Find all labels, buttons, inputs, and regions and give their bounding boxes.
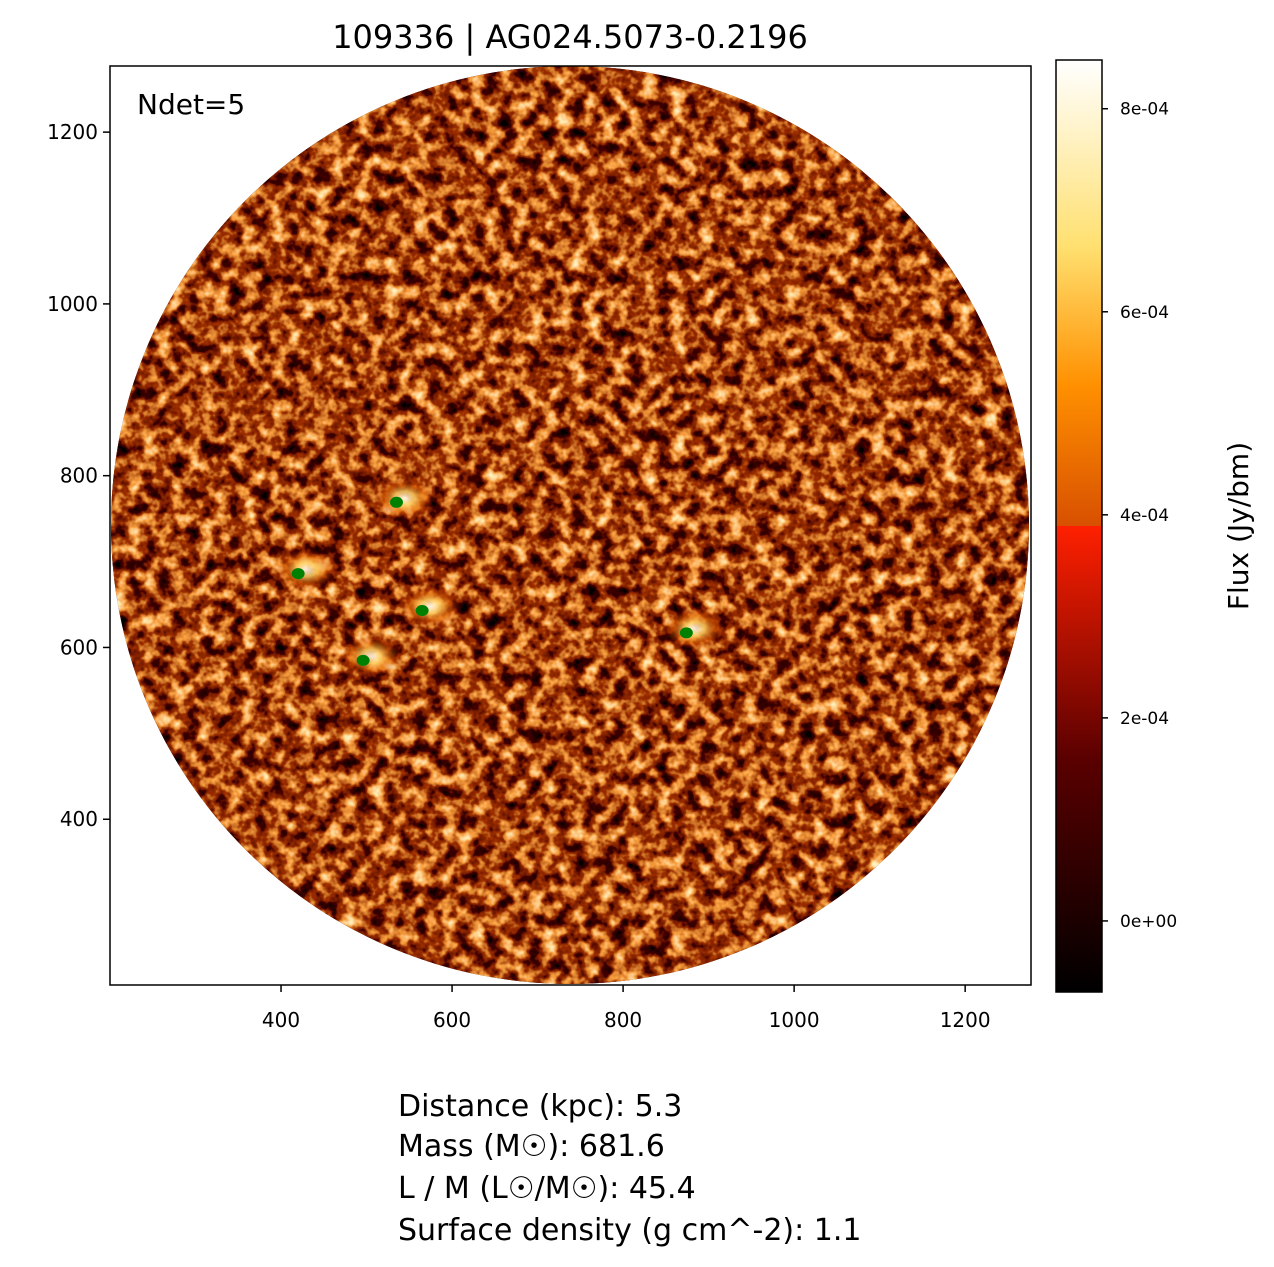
x-tick-label: 400 bbox=[262, 1008, 300, 1032]
emission-glow bbox=[341, 636, 402, 677]
y-tick-label: 1000 bbox=[47, 292, 98, 316]
y-tick-label: 600 bbox=[60, 635, 98, 659]
info-line: Distance (kpc): 5.3 bbox=[398, 1089, 682, 1124]
info-line: Mass (M☉): 681.6 bbox=[398, 1129, 665, 1164]
info-line: Surface density (g cm^-2): 1.1 bbox=[398, 1213, 861, 1248]
y-tick-label: 400 bbox=[60, 807, 98, 831]
x-tick-label: 800 bbox=[604, 1008, 642, 1032]
image-noise bbox=[111, 66, 1029, 984]
emission-glow bbox=[400, 586, 461, 627]
emission-glow bbox=[276, 549, 337, 590]
colorbar-label: Flux (Jy/bm) bbox=[1222, 442, 1255, 610]
x-tick-label: 1000 bbox=[769, 1008, 820, 1032]
emission-glow bbox=[374, 478, 435, 519]
colorbar bbox=[1055, 59, 1103, 993]
detection bbox=[291, 568, 305, 580]
info-line: L / M (L☉/M☉): 45.4 bbox=[398, 1171, 696, 1206]
detection bbox=[389, 496, 403, 508]
detection bbox=[679, 627, 693, 639]
y-tick-label: 1200 bbox=[47, 120, 98, 144]
colorbar-tick-label: 8e-04 bbox=[1120, 100, 1169, 120]
image bbox=[111, 66, 1029, 984]
colorbar-tick-label: 4e-04 bbox=[1120, 506, 1169, 526]
colorbar-tick-label: 0e+00 bbox=[1120, 912, 1177, 932]
colorbar-tick-label: 2e-04 bbox=[1120, 709, 1169, 729]
axes-frame bbox=[109, 65, 1032, 986]
detection bbox=[415, 605, 429, 617]
emission-glow bbox=[664, 608, 725, 649]
colorbar-tick-label: 6e-04 bbox=[1120, 303, 1169, 323]
detection bbox=[356, 654, 370, 666]
x-tick-label: 600 bbox=[433, 1008, 471, 1032]
annotation: Ndet=5 bbox=[137, 88, 245, 121]
x-tick-label: 1200 bbox=[940, 1008, 991, 1032]
y-tick-label: 800 bbox=[60, 464, 98, 488]
chart-title: 109336 | AG024.5073-0.2196 bbox=[332, 18, 808, 56]
